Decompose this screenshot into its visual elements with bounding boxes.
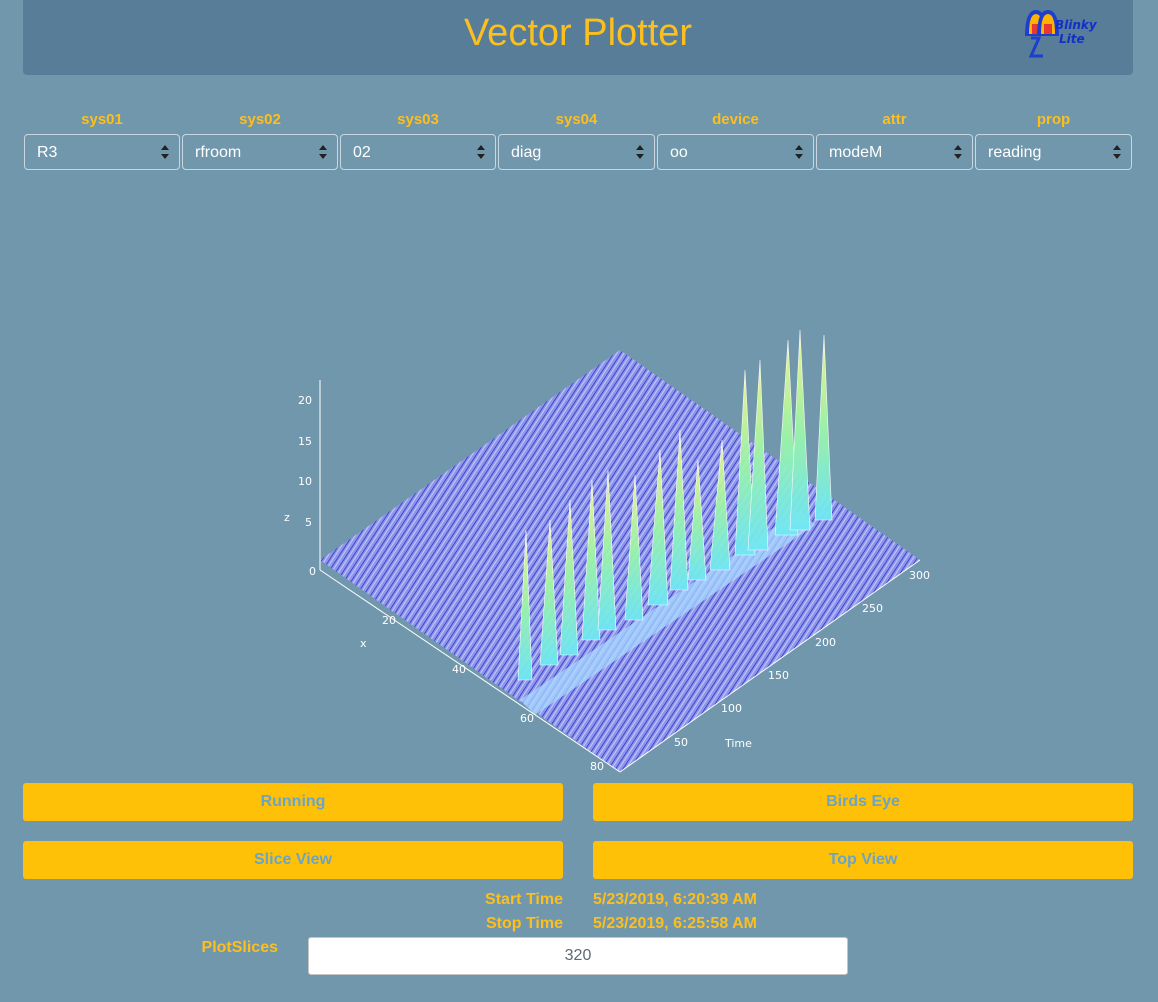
z-tick: 0 <box>309 565 316 578</box>
top-view-button[interactable]: Top View <box>593 841 1133 879</box>
header-bar: Vector Plotter Blinky Lite <box>23 0 1133 75</box>
x-tick: 80 <box>590 760 604 773</box>
time-tick: 150 <box>768 669 789 682</box>
time-tick: 100 <box>721 702 742 715</box>
start-time-value: 5/23/2019, 6:20:39 AM <box>593 891 757 908</box>
time-axis <box>619 559 921 773</box>
select-arrows-icon <box>161 145 169 159</box>
time-axis-label: Time <box>724 737 752 750</box>
stop-time-value: 5/23/2019, 6:25:58 AM <box>593 915 757 932</box>
surface-plot-canvas[interactable]: 0 5 10 15 20 z 20 40 60 80 x 50 100 150 … <box>270 320 950 775</box>
sys01-select[interactable]: R3 <box>24 134 180 170</box>
sys02-label: sys02 <box>239 111 281 128</box>
surface-ridge <box>520 510 815 715</box>
z-tick: 20 <box>298 394 312 407</box>
sys02-value: rfroom <box>195 144 242 161</box>
prop-label: prop <box>1036 111 1071 128</box>
surface-mesh <box>320 350 920 772</box>
x-axis <box>319 569 621 773</box>
device-label: device <box>712 111 759 128</box>
surface-peaks <box>517 329 833 681</box>
attr-label: attr <box>882 111 907 128</box>
prop-select[interactable]: reading <box>975 134 1132 170</box>
logo-text-line1: Blinky <box>1055 18 1097 32</box>
sys03-label: sys03 <box>397 111 439 128</box>
sys01-value: R3 <box>37 144 58 161</box>
sys03-select[interactable]: 02 <box>340 134 496 170</box>
blinky-lite-logo: Blinky Lite <box>1001 8 1121 63</box>
sys04-value: diag <box>511 144 542 161</box>
select-arrows-icon <box>319 145 327 159</box>
page-title: Vector Plotter <box>463 12 693 54</box>
z-axis-label: z <box>284 511 290 524</box>
attr-value: modeM <box>829 144 883 161</box>
select-arrows-icon <box>636 145 644 159</box>
plot-slices-label: PlotSlices <box>201 939 278 956</box>
select-arrows-icon <box>954 145 962 159</box>
z-tick: 15 <box>298 435 312 448</box>
time-tick: 50 <box>674 736 688 749</box>
sys01-label: sys01 <box>81 111 123 128</box>
select-arrows-icon <box>1113 145 1121 159</box>
device-select[interactable]: oo <box>657 134 814 170</box>
sys03-value: 02 <box>353 144 371 161</box>
sys04-select[interactable]: diag <box>498 134 655 170</box>
start-time-label: Start Time <box>485 891 563 908</box>
logo-text-line2: Lite <box>1059 32 1085 46</box>
attr-select[interactable]: modeM <box>816 134 973 170</box>
time-tick: 300 <box>909 569 930 582</box>
x-tick: 60 <box>520 712 534 725</box>
birds-eye-button[interactable]: Birds Eye <box>593 783 1133 821</box>
surface-plot[interactable]: 0 5 10 15 20 z 20 40 60 80 x 50 100 150 … <box>270 320 950 780</box>
z-tick: 5 <box>305 516 312 529</box>
stop-time-label: Stop Time <box>485 915 563 932</box>
x-tick: 20 <box>382 614 396 627</box>
z-tick: 10 <box>298 475 312 488</box>
time-tick: 250 <box>862 602 883 615</box>
time-tick: 200 <box>815 636 836 649</box>
running-button[interactable]: Running <box>23 783 563 821</box>
select-arrows-icon <box>795 145 803 159</box>
plot-slices-input[interactable]: 320 <box>308 937 848 975</box>
slice-view-button[interactable]: Slice View <box>23 841 563 879</box>
x-tick: 40 <box>452 663 466 676</box>
select-arrows-icon <box>477 145 485 159</box>
sys04-label: sys04 <box>555 111 598 128</box>
device-value: oo <box>670 144 688 161</box>
x-axis-label: x <box>360 637 367 650</box>
sys02-select[interactable]: rfroom <box>182 134 338 170</box>
prop-value: reading <box>988 144 1042 161</box>
